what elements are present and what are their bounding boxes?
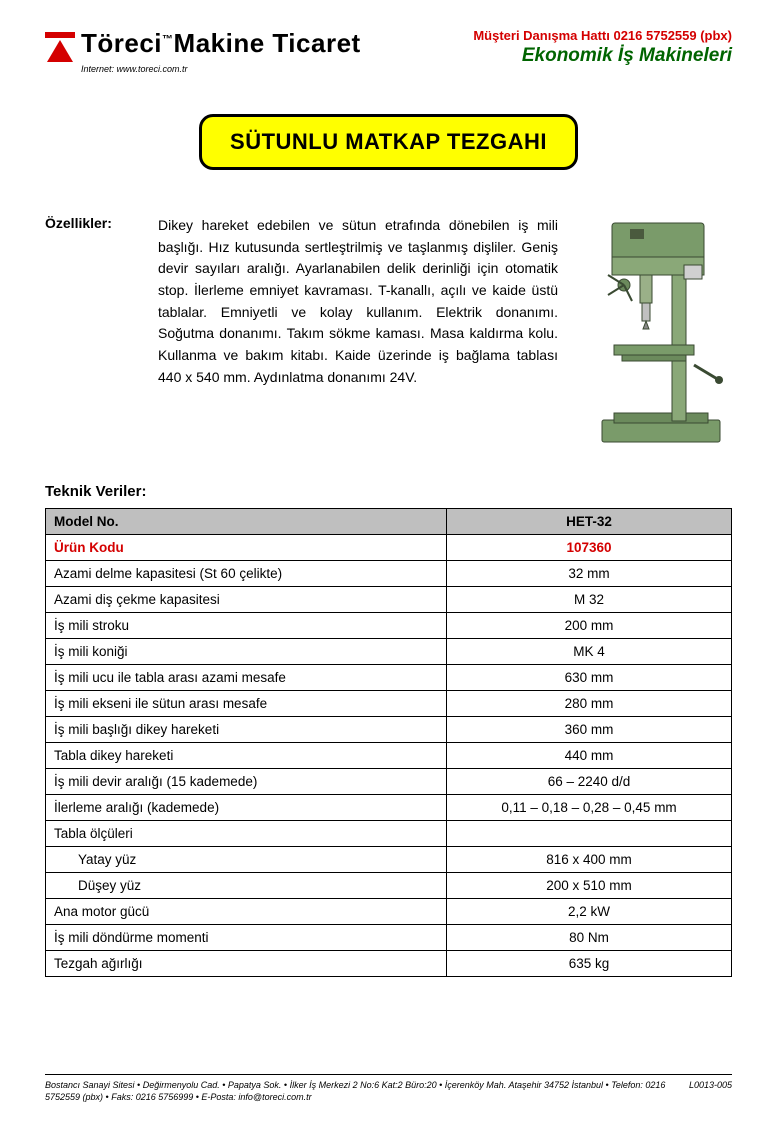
table-row: İş mili döndürme momenti80 Nm	[46, 925, 732, 951]
spec-label: Tezgah ağırlığı	[46, 951, 447, 977]
table-row: Tezgah ağırlığı635 kg	[46, 951, 732, 977]
spec-value: 280 mm	[447, 691, 732, 717]
spec-label: Tabla dikey hareketi	[46, 743, 447, 769]
spec-value: 2,2 kW	[447, 899, 732, 925]
table-row: Azami diş çekme kapasitesiM 32	[46, 587, 732, 613]
product-image	[584, 215, 732, 455]
spec-label: İş mili koniği	[46, 639, 447, 665]
features-row: Özellikler: Dikey hareket edebilen ve sü…	[45, 215, 732, 455]
features-text: Dikey hareket edebilen ve sütun etrafınd…	[158, 215, 566, 389]
features-label: Özellikler:	[45, 215, 140, 231]
spec-value: 635 kg	[447, 951, 732, 977]
internet-url: Internet: www.toreci.com.tr	[81, 64, 361, 74]
spec-label: Tabla ölçüleri	[46, 821, 447, 847]
spec-label: Yatay yüz	[46, 847, 447, 873]
spec-label: Ana motor gücü	[46, 899, 447, 925]
spec-value: M 32	[447, 587, 732, 613]
table-row: Tabla dikey hareketi440 mm	[46, 743, 732, 769]
spec-value: 360 mm	[447, 717, 732, 743]
logo-block: Töreci™Makine Ticaret Internet: www.tore…	[45, 28, 361, 74]
table-row: Tabla ölçüleri	[46, 821, 732, 847]
spec-label: İş mili ucu ile tabla arası azami mesafe	[46, 665, 447, 691]
table-row: İş mili başlığı dikey hareketi360 mm	[46, 717, 732, 743]
table-row: İş mili stroku200 mm	[46, 613, 732, 639]
page-header: Töreci™Makine Ticaret Internet: www.tore…	[45, 28, 732, 74]
table-row: Model No.HET-32	[46, 509, 732, 535]
table-row: İlerleme aralığı (kademede)0,11 – 0,18 –…	[46, 795, 732, 821]
spec-value: 200 x 510 mm	[447, 873, 732, 899]
table-row: Yatay yüz816 x 400 mm	[46, 847, 732, 873]
spec-value: 816 x 400 mm	[447, 847, 732, 873]
table-row: İş mili devir aralığı (15 kademede)66 – …	[46, 769, 732, 795]
spec-value: 200 mm	[447, 613, 732, 639]
spec-value: 107360	[447, 535, 732, 561]
spec-value: 0,11 – 0,18 – 0,28 – 0,45 mm	[447, 795, 732, 821]
spec-label: İş mili döndürme momenti	[46, 925, 447, 951]
spec-label: İş mili devir aralığı (15 kademede)	[46, 769, 447, 795]
table-row: İş mili ekseni ile sütun arası mesafe280…	[46, 691, 732, 717]
spec-label: İş mili ekseni ile sütun arası mesafe	[46, 691, 447, 717]
spec-value: 80 Nm	[447, 925, 732, 951]
spec-value	[447, 821, 732, 847]
logo-icon	[45, 32, 75, 62]
spec-value: 630 mm	[447, 665, 732, 691]
spec-value: 440 mm	[447, 743, 732, 769]
table-row: İş mili ucu ile tabla arası azami mesafe…	[46, 665, 732, 691]
table-row: İş mili koniğiMK 4	[46, 639, 732, 665]
company-name: Töreci™Makine Ticaret	[81, 28, 361, 59]
table-row: Ana motor gücü2,2 kW	[46, 899, 732, 925]
tech-heading: Teknik Veriler:	[45, 483, 732, 500]
spec-label: Model No.	[46, 509, 447, 535]
page-footer: Bostancı Sanayi Sitesi • Değirmenyolu Ca…	[45, 1074, 732, 1103]
tagline-text: Ekonomik İş Makineleri	[473, 45, 732, 67]
spec-value: 66 – 2240 d/d	[447, 769, 732, 795]
doc-code: L0013-005	[689, 1079, 732, 1103]
table-row: Azami delme kapasitesi (St 60 çelikte)32…	[46, 561, 732, 587]
table-row: Ürün Kodu107360	[46, 535, 732, 561]
spec-label: İş mili başlığı dikey hareketi	[46, 717, 447, 743]
spec-value: MK 4	[447, 639, 732, 665]
spec-label: Azami delme kapasitesi (St 60 çelikte)	[46, 561, 447, 587]
spec-label: İlerleme aralığı (kademede)	[46, 795, 447, 821]
hotline-text: Müşteri Danışma Hattı 0216 5752559 (pbx)	[473, 28, 732, 43]
spec-label: Ürün Kodu	[46, 535, 447, 561]
footer-address: Bostancı Sanayi Sitesi • Değirmenyolu Ca…	[45, 1079, 669, 1103]
specs-table: Model No.HET-32Ürün Kodu107360Azami delm…	[45, 508, 732, 977]
header-right: Müşteri Danışma Hattı 0216 5752559 (pbx)…	[473, 28, 732, 67]
drill-press-icon	[584, 215, 732, 450]
title-banner: SÜTUNLU MATKAP TEZGAHI	[199, 114, 578, 170]
spec-value: 32 mm	[447, 561, 732, 587]
spec-label: Azami diş çekme kapasitesi	[46, 587, 447, 613]
table-row: Düşey yüz200 x 510 mm	[46, 873, 732, 899]
spec-label: İş mili stroku	[46, 613, 447, 639]
spec-label: Düşey yüz	[46, 873, 447, 899]
spec-value: HET-32	[447, 509, 732, 535]
